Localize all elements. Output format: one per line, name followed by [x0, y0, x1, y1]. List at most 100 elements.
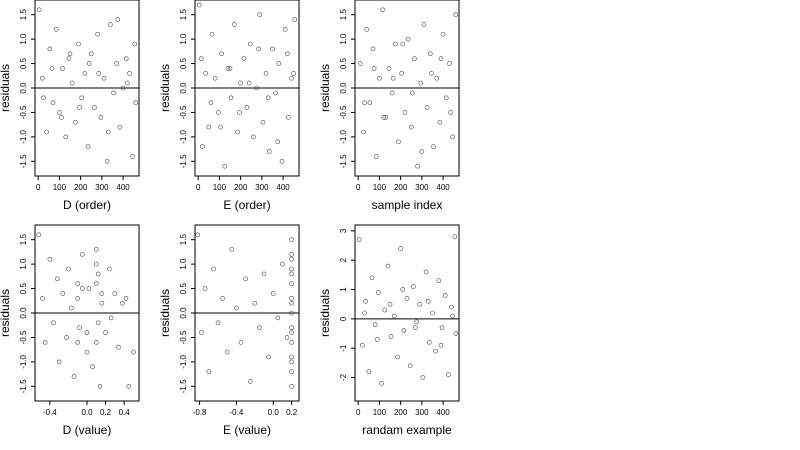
panel-4: -0.4 0.0 0.2 0.4 -1.5 -1.0 -0.5 0.0 0.5 1.0 1.5 D (…: [0, 224, 140, 437]
x-axis-label: randam example: [362, 423, 452, 437]
data-point: [266, 149, 272, 154]
data-point: [291, 71, 296, 76]
data-point: [108, 22, 113, 27]
data-point: [44, 129, 49, 135]
data-point: [398, 246, 403, 251]
data-point: [92, 105, 97, 110]
data-point: [200, 144, 205, 149]
data-point: [423, 269, 429, 275]
x-tick-label: 400: [116, 183, 130, 192]
data-point: [90, 364, 95, 370]
data-point: [289, 300, 294, 306]
data-point: [386, 66, 392, 71]
x-axis-label: D (value): [63, 423, 112, 437]
data-point: [436, 278, 442, 284]
data-point: [208, 100, 214, 105]
data-point: [76, 41, 81, 47]
data-point: [434, 75, 440, 81]
data-point: [99, 300, 105, 306]
data-point: [395, 354, 400, 360]
y-tick-label: -1.0: [179, 129, 188, 143]
data-point: [363, 298, 368, 304]
data-point: [120, 85, 126, 91]
x-tick-label: -0.8: [193, 408, 207, 417]
y-tick-label: 0.0: [179, 307, 188, 319]
data-point: [115, 17, 121, 22]
data-point: [56, 359, 62, 365]
y-tick-label: 3: [339, 228, 348, 233]
data-point: [101, 75, 107, 81]
data-point: [289, 256, 294, 262]
data-point: [442, 293, 448, 298]
y-tick-label: -1.0: [19, 129, 28, 143]
y-tick-label: 0: [339, 316, 348, 321]
data-point: [203, 71, 208, 76]
y-tick-label: -1.5: [19, 154, 28, 168]
x-tick-label: 0.4: [119, 408, 131, 417]
data-point: [116, 344, 121, 350]
data-point: [410, 90, 415, 96]
data-point: [131, 349, 136, 355]
x-tick-label: 100: [213, 183, 227, 192]
data-point: [133, 100, 139, 105]
y-axis-label: residuals: [318, 289, 332, 337]
data-point: [206, 369, 212, 374]
data-point: [202, 286, 208, 291]
data-point: [47, 46, 53, 52]
data-point: [289, 359, 294, 365]
panel-3: 0 100 200 300 400 -1.5 -1.0 -0.5 0.0 0.5 1.0 1.5 sam…: [318, 0, 460, 212]
data-point: [370, 46, 376, 52]
data-point: [362, 310, 367, 316]
data-point: [452, 234, 458, 240]
data-point: [212, 75, 218, 81]
data-point: [366, 369, 372, 374]
data-point: [241, 56, 247, 61]
data-point: [289, 384, 294, 389]
data-point: [380, 7, 385, 13]
y-tick-label: -1.5: [179, 379, 188, 393]
data-point: [261, 271, 267, 277]
data-point: [289, 354, 294, 360]
data-point: [227, 66, 233, 71]
data-point: [405, 36, 411, 42]
y-tick-label: 1.0: [19, 258, 28, 270]
data-point: [289, 271, 294, 277]
y-tick-label: -2: [339, 373, 348, 381]
data-point: [400, 287, 406, 292]
x-axis-label: sample index: [372, 198, 443, 212]
data-point: [228, 95, 234, 101]
data-point: [430, 310, 435, 316]
data-point: [424, 105, 430, 110]
data-point: [75, 281, 81, 286]
y-tick-label: 0.0: [339, 82, 348, 94]
data-point: [219, 51, 224, 57]
data-point: [418, 80, 424, 86]
data-point: [361, 129, 366, 135]
data-point: [358, 61, 363, 66]
x-tick-label: 300: [415, 408, 429, 417]
y-axis-label: residuals: [158, 64, 172, 112]
y-tick-label: 1.0: [19, 33, 28, 45]
x-tick-label: 100: [373, 183, 387, 192]
data-point: [289, 340, 294, 345]
data-point: [360, 342, 365, 348]
x-tick-label: 100: [373, 408, 387, 417]
panel-6: 0 100 200 300 400 -2 -1 0 1 2 3 randam example resid…: [318, 224, 460, 437]
data-point: [234, 305, 239, 311]
data-point: [123, 56, 129, 61]
data-point: [60, 291, 66, 296]
data-point: [123, 296, 129, 301]
data-point: [229, 247, 235, 252]
y-tick-label: 1.5: [179, 9, 188, 21]
data-point: [289, 281, 294, 286]
data-point: [413, 325, 418, 330]
data-point: [117, 124, 123, 130]
data-point: [103, 330, 108, 335]
y-tick-label: -1.5: [19, 379, 28, 393]
data-point: [50, 100, 56, 105]
y-axis-label: residuals: [318, 64, 332, 112]
x-tick-label: 0: [36, 183, 41, 192]
data-point: [257, 12, 263, 17]
data-point: [419, 149, 425, 154]
y-tick-label: 1.5: [179, 234, 188, 246]
